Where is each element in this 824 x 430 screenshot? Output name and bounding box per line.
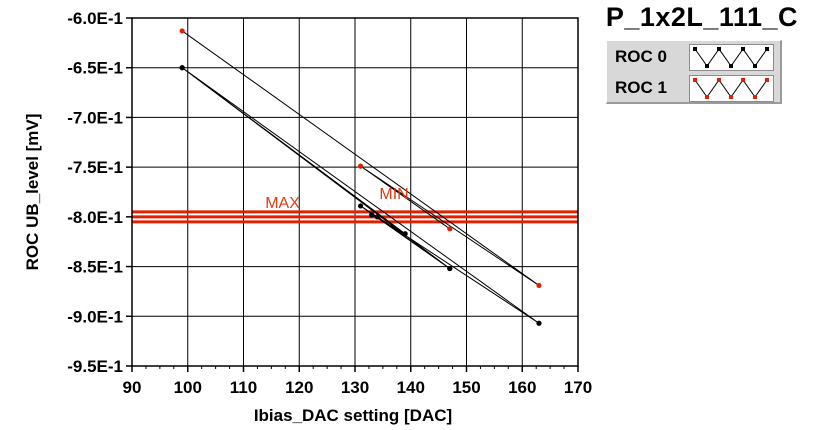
legend-label-roc0: ROC 0: [615, 47, 667, 66]
x-tick-label: 160: [508, 378, 536, 397]
annotation-min: MIN: [379, 186, 408, 203]
series-line-roc0: [181, 67, 540, 324]
annotations: MAX MIN: [265, 186, 409, 212]
x-tick-label: 100: [174, 378, 202, 397]
plot-border: [131, 17, 579, 367]
legend-marker: [705, 95, 709, 99]
x-tick-label: 110: [230, 378, 257, 397]
legend-marker: [729, 95, 733, 99]
data-point-roc0: [536, 320, 542, 326]
data-point-roc0: [447, 265, 453, 272]
data-point-roc1: [179, 28, 185, 34]
series-layer: [179, 28, 542, 326]
legend-marker: [741, 78, 745, 82]
legend-marker: [717, 78, 721, 82]
y-tick-label: -6.5E-1: [67, 59, 123, 78]
data-point-roc0: [374, 214, 380, 220]
data-point-roc0: [179, 65, 185, 71]
legend-marker: [741, 47, 745, 51]
legend-item-roc0: ROC 0: [607, 43, 780, 73]
y-tick-label: -7.5E-1: [67, 158, 123, 177]
legend: ROC 0 ROC 1: [606, 40, 782, 104]
x-tick-label: 120: [285, 378, 313, 397]
y-tick-label: -8.0E-1: [67, 208, 123, 227]
legend-marker: [729, 64, 733, 68]
legend-marker: [693, 78, 697, 82]
legend-marker: [753, 64, 757, 68]
x-tick-label: 150: [452, 378, 480, 397]
legend-item-roc1: ROC 1: [607, 74, 780, 104]
x-tick-label: 90: [123, 378, 142, 397]
plot-frame: [126, 17, 579, 372]
y-tick-label: -9.5E-1: [67, 357, 123, 376]
x-tick-label: 130: [341, 378, 369, 397]
y-tick-label: -6.0E-1: [67, 9, 123, 28]
y-tick-label: -8.5E-1: [67, 258, 123, 277]
legend-swatch-roc1: [689, 75, 774, 102]
legend-marker: [693, 47, 697, 51]
data-point-roc0: [357, 203, 364, 209]
legend-swatch-roc0: [689, 44, 774, 71]
x-tick-label: 140: [397, 378, 425, 397]
y-tick-label: -9.0E-1: [67, 307, 123, 326]
data-point-roc1: [357, 163, 364, 169]
legend-zigzag: [694, 79, 768, 98]
legend-marker: [717, 47, 721, 51]
data-point-roc1: [536, 282, 542, 289]
y-tick-label: -7.0E-1: [67, 108, 123, 127]
data-point-roc0: [402, 231, 408, 237]
tick-labels: 90 100 110 120 130 140 150 160 170 -6.0E-1 -6.5E-1…: [67, 9, 592, 397]
legend-marker: [705, 64, 709, 68]
data-point-roc0: [369, 212, 375, 218]
legend-zigzag: [694, 48, 768, 67]
data-point-roc1: [447, 226, 453, 232]
x-axis-title: Ibias_DAC setting [DAC]: [254, 406, 452, 425]
legend-marker: [765, 47, 769, 51]
y-axis-title: ROC UB_level [mV]: [23, 114, 42, 271]
x-tick-label: 170: [564, 378, 592, 397]
legend-marker: [765, 78, 769, 82]
legend-label-roc1: ROC 1: [615, 78, 667, 97]
chart-title: P_1x2L_111_C: [605, 2, 798, 32]
threshold-lines: [132, 210, 578, 224]
series-line-roc1: [181, 30, 540, 286]
legend-marker: [753, 95, 757, 99]
annotation-max: MAX: [265, 195, 300, 212]
